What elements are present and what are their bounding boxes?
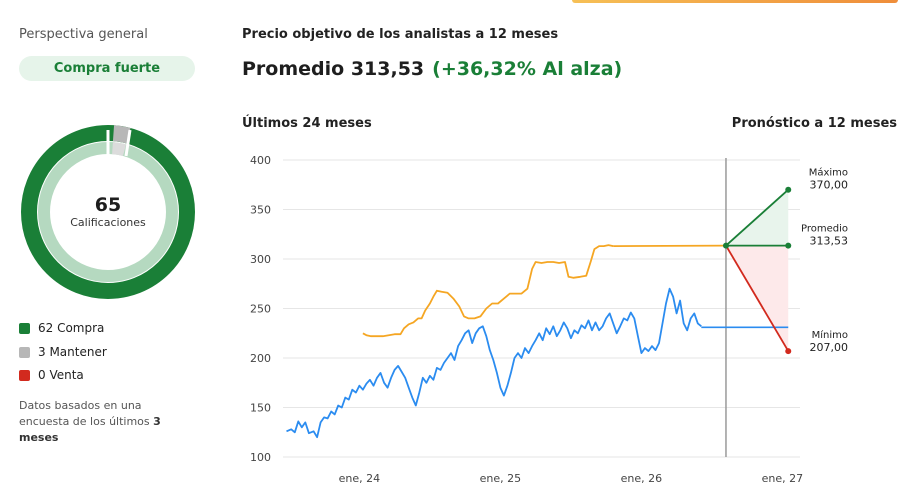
forecast-end-point <box>785 348 792 355</box>
legend-sell: 0 Venta <box>19 368 84 382</box>
x-tick-label: ene, 26 <box>621 472 663 485</box>
history-label: Últimos 24 meses <box>242 116 372 131</box>
forecast-start-point <box>722 242 729 249</box>
price-line <box>286 287 702 439</box>
forecast-end-point <box>785 242 792 249</box>
legend-hold: 3 Mantener <box>19 345 107 359</box>
forecast-value: 207,00 <box>810 341 849 354</box>
x-tick-label: ene, 24 <box>339 472 381 485</box>
forecast-label: Promedio <box>801 224 848 235</box>
ratings-donut: 65 Calificaciones <box>20 124 196 300</box>
buy-swatch <box>19 322 30 334</box>
y-tick-label: 400 <box>250 154 271 167</box>
average-target: Promedio 313,53 (+36,32% Al alza) <box>242 58 622 80</box>
y-tick-label: 150 <box>250 402 271 415</box>
legend-sell-label: 0 Venta <box>38 368 84 382</box>
target-history-line <box>362 244 614 338</box>
donut-hold-inner <box>111 142 127 157</box>
forecast-line <box>725 189 789 247</box>
y-tick-label: 250 <box>250 303 271 316</box>
forecast-label: Mínimo <box>812 329 848 341</box>
y-tick-label: 350 <box>250 204 271 217</box>
legend-hold-label: 3 Mantener <box>38 345 107 359</box>
sell-swatch <box>19 369 30 381</box>
legend-buy: 62 Compra <box>19 321 104 335</box>
ratings-label: Calificaciones <box>70 216 146 229</box>
forecast-line <box>725 245 790 352</box>
x-tick-label: ene, 27 <box>762 472 804 485</box>
y-tick-label: 100 <box>250 451 271 464</box>
hold-swatch <box>19 346 30 358</box>
forecast-label: Pronóstico a 12 meses <box>731 116 897 131</box>
target-title: Precio objetivo de los analistas a 12 me… <box>242 27 559 42</box>
survey-note-period: 3 meses <box>19 415 161 444</box>
forecast-value: 313,53 <box>810 235 849 248</box>
average-value: Promedio 313,53 <box>242 58 425 80</box>
x-tick-label: ene, 25 <box>480 472 522 485</box>
forecast-label: Máximo <box>809 167 848 179</box>
survey-note-text: Datos basados en una encuesta de los últ… <box>19 399 154 428</box>
donut-chart <box>21 125 195 299</box>
y-tick-label: 300 <box>250 253 271 266</box>
target-history-link <box>613 244 726 248</box>
top-accent-bar <box>572 0 898 3</box>
upside-change: (+36,32% Al alza) <box>432 58 623 80</box>
y-tick-label: 200 <box>250 352 271 365</box>
forecast-end-point <box>785 186 792 193</box>
rating-badge: Compra fuerte <box>19 56 195 81</box>
forecast-value: 370,00 <box>810 179 849 192</box>
legend-buy-label: 62 Compra <box>38 321 105 335</box>
ratings-count: 65 <box>94 194 122 216</box>
survey-note: Datos basados en una encuesta de los últ… <box>19 398 169 446</box>
overview-title: Perspectiva general <box>19 27 148 42</box>
